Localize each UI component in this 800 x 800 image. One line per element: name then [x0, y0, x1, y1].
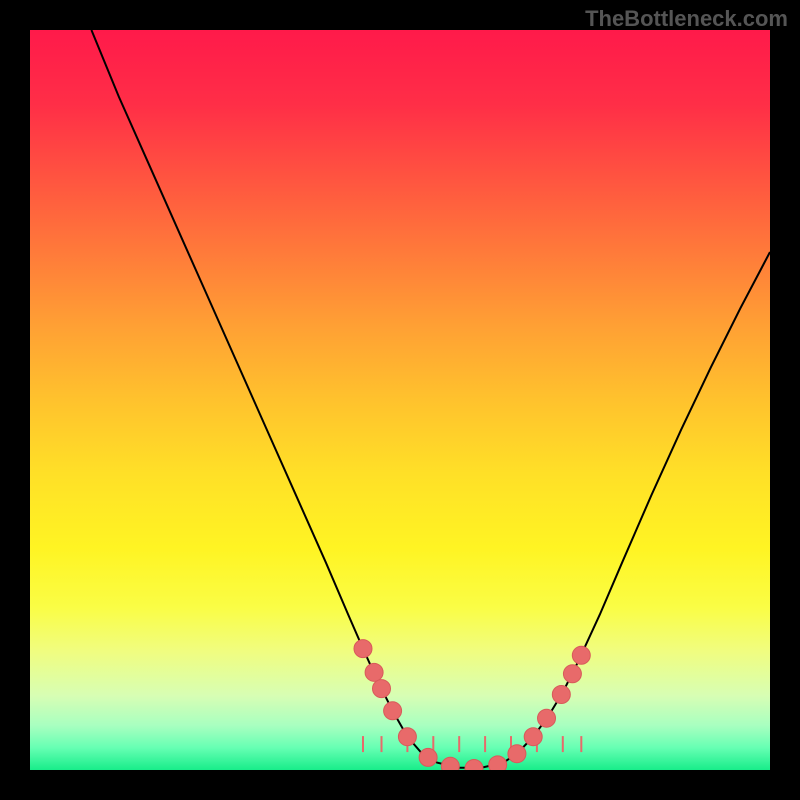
watermark-text: TheBottleneck.com: [585, 6, 788, 32]
gradient-background: [30, 30, 770, 770]
chart-svg: [30, 30, 770, 770]
chart-container: TheBottleneck.com: [0, 0, 800, 800]
plot-area: [30, 30, 770, 770]
